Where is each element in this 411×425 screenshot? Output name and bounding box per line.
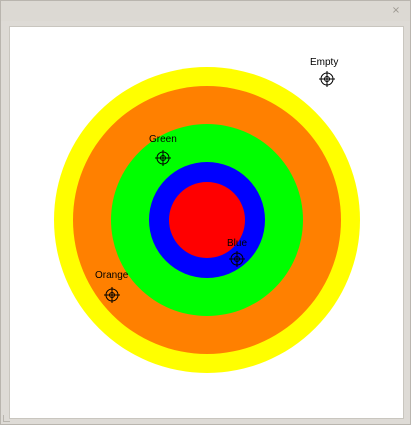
crosshair-icon[interactable] [319,71,335,87]
ring-red [169,182,245,258]
marker-label: Green [149,134,177,145]
resize-grip[interactable] [3,415,10,422]
marker-empty[interactable]: Empty [310,57,338,87]
crosshair-icon[interactable] [104,287,120,303]
marker-label: Orange [95,270,129,281]
title-bar: × [1,1,410,21]
marker-label: Blue [227,238,247,249]
close-button[interactable]: × [391,5,401,16]
marker-label: Empty [310,57,338,68]
target-canvas[interactable]: Empty Green Blue [10,27,405,420]
marker-blue[interactable]: Blue [227,238,247,267]
crosshair-icon[interactable] [155,150,171,166]
marker-green[interactable]: Green [149,134,177,166]
target-panel: Empty Green Blue [9,26,404,419]
marker-orange[interactable]: Orange [95,270,129,303]
crosshair-icon[interactable] [229,251,245,267]
